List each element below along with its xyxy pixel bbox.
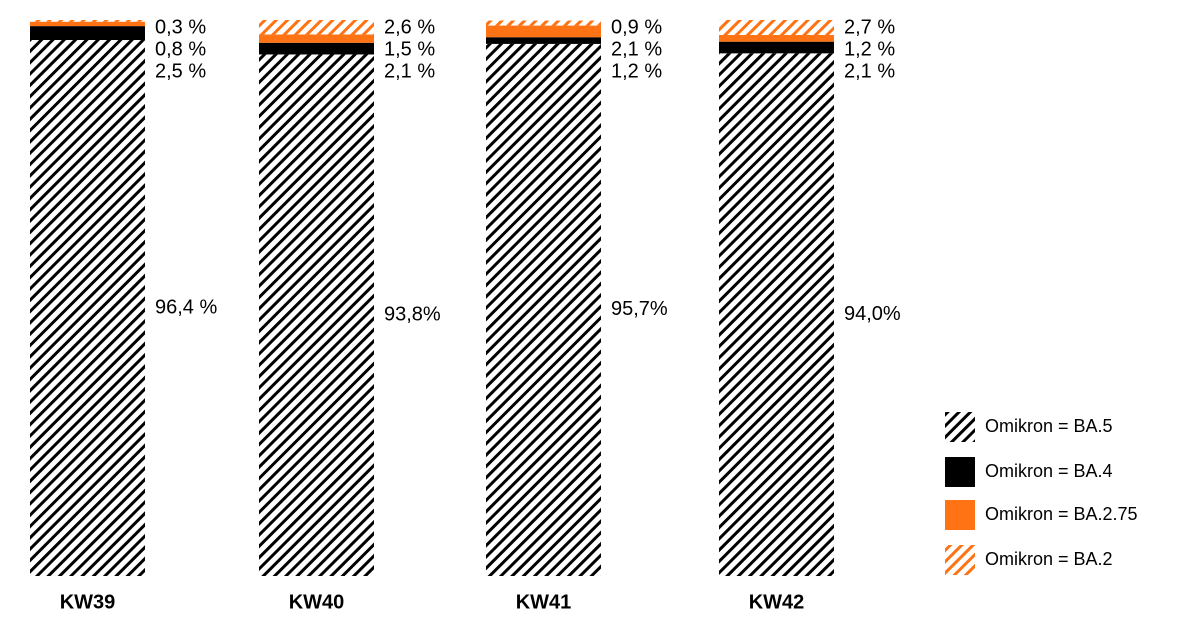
bar-segment xyxy=(719,41,834,54)
value-label: 0,8 % xyxy=(155,38,206,60)
legend-swatch xyxy=(945,412,975,442)
bar-segment xyxy=(486,43,601,576)
value-label: 2,5 % xyxy=(155,60,206,82)
value-label: 0,9 % xyxy=(611,16,662,38)
bar-segment xyxy=(30,26,145,41)
bar-segment xyxy=(719,20,834,36)
value-label: 1,2 % xyxy=(844,38,895,60)
bar-segment xyxy=(30,20,145,22)
x-tick-label: KW40 xyxy=(289,591,345,613)
value-label: 2,1 % xyxy=(384,60,435,82)
value-label: 1,2 % xyxy=(611,60,662,82)
legend-swatch xyxy=(945,545,975,575)
bar-segment xyxy=(486,20,601,26)
value-label: 95,7% xyxy=(611,298,668,320)
value-label: 1,5 % xyxy=(384,38,435,60)
bar-segment xyxy=(30,40,145,577)
legend-label: Omikron = BA.2 xyxy=(985,549,1113,569)
value-label: 2,6 % xyxy=(384,16,435,38)
x-tick-label: KW39 xyxy=(60,591,116,613)
bar-segment xyxy=(719,53,834,577)
bar-segment xyxy=(259,34,374,43)
x-tick-label: KW42 xyxy=(749,591,805,613)
legend-label: Omikron = BA.2.75 xyxy=(985,504,1138,524)
legend-swatch xyxy=(945,500,975,530)
value-label: 94,0% xyxy=(844,303,901,325)
bar-segment xyxy=(259,42,374,55)
bar-segment xyxy=(486,37,601,44)
value-label: 2,1 % xyxy=(611,38,662,60)
legend-label: Omikron = BA.4 xyxy=(985,461,1113,481)
value-label: 96,4 % xyxy=(155,296,217,318)
value-label: 93,8% xyxy=(384,304,441,326)
value-label: 2,7 % xyxy=(844,16,895,38)
legend-label: Omikron = BA.5 xyxy=(985,416,1113,436)
bar-segment xyxy=(259,54,374,577)
bar-segment xyxy=(259,20,374,35)
legend-swatch xyxy=(945,457,975,487)
value-label: 0,3 % xyxy=(155,16,206,38)
bar-segment xyxy=(486,25,601,38)
value-label: 2,1 % xyxy=(844,60,895,82)
bar-segment xyxy=(719,35,834,42)
bar-segment xyxy=(30,21,145,27)
x-tick-label: KW41 xyxy=(516,591,572,613)
